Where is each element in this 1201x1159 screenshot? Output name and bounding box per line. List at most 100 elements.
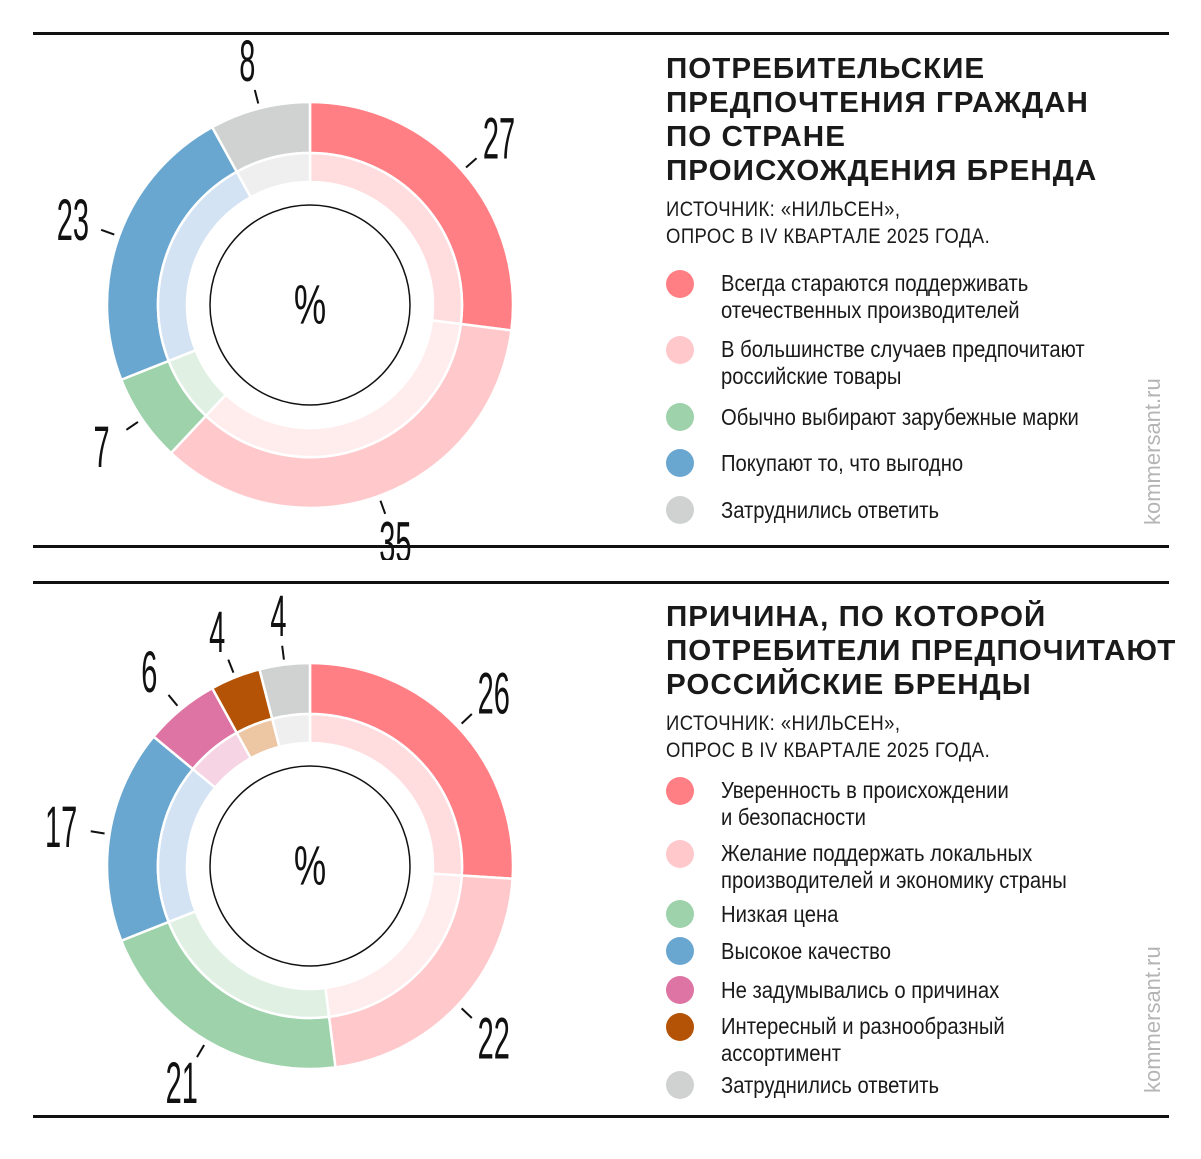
bottom-rule-1 bbox=[33, 545, 1169, 548]
title-line: ПРОИСХОЖДЕНИЯ БРЕНДА bbox=[666, 155, 1098, 187]
legend-swatch bbox=[666, 496, 694, 524]
source-line: ОПРОС В IV КВАРТАЛЕ 2025 ГОДА. bbox=[666, 739, 991, 762]
slice-0: 27 bbox=[308, 100, 515, 332]
legend-label: В большинстве случаев предпочитают россий… bbox=[721, 336, 1161, 390]
legend-label-line: Затруднились ответить bbox=[721, 1072, 940, 1098]
data-label: 7 bbox=[94, 414, 110, 480]
inner-arc bbox=[235, 151, 312, 199]
legend-label-line: российские товары bbox=[721, 363, 902, 389]
data-label: 4 bbox=[209, 599, 225, 665]
title-line: ПОТРЕБИТЕЛЬСКИЕ bbox=[666, 53, 986, 85]
data-label: 4 bbox=[270, 583, 286, 649]
legend-label-line: Желание поддержать локальных bbox=[721, 840, 1033, 866]
legend-label-line: Низкая цена bbox=[721, 901, 839, 927]
legend-label-line: Обычно выбирают зарубежные марки bbox=[721, 404, 1079, 430]
legend-label: Всегда стараются поддерживать отечественн… bbox=[721, 270, 1161, 324]
legend-swatch bbox=[666, 937, 694, 965]
legend-label: Обычно выбирают зарубежные марки bbox=[721, 404, 1161, 431]
chart-panel-reasons: 26 22 21 17 6 4 4% ПРИЧИНА, ПО КОТОРОЙ ПОТРЕБИТЕ… bbox=[0, 561, 1201, 1121]
label-tick bbox=[100, 228, 115, 236]
slice-6: 4 bbox=[257, 583, 312, 749]
legend-label-line: Высокое качество bbox=[721, 938, 891, 964]
slice-0: 26 bbox=[308, 661, 515, 881]
donut-chart: 26 22 21 17 64 4% bbox=[45, 583, 515, 1116]
legend-label-line: Затруднились ответить bbox=[721, 497, 940, 523]
legend-label-line: Не задумывались о причинах bbox=[721, 977, 1000, 1003]
label-tick bbox=[125, 421, 139, 431]
source-line: ИСТОЧНИК: «НИЛЬСЕН», bbox=[666, 198, 901, 221]
data-label: 26 bbox=[478, 661, 510, 727]
data-label: 21 bbox=[166, 1050, 198, 1116]
legend-swatch bbox=[666, 1013, 694, 1041]
source-note: ИСТОЧНИК: «НИЛЬСЕН», ОПРОС В IV КВАРТАЛЕ … bbox=[666, 710, 990, 764]
inner-arc bbox=[270, 712, 312, 749]
slice-1: 35 bbox=[169, 319, 513, 560]
watermark: kommersant.ru bbox=[1140, 378, 1165, 525]
source-note: ИСТОЧНИК: «НИЛЬСЕН», ОПРОС В IV КВАРТАЛЕ … bbox=[666, 196, 990, 250]
data-label: 17 bbox=[45, 794, 77, 860]
title-line: ПРИЧИНА, ПО КОТОРОЙ bbox=[666, 601, 1047, 633]
legend-label: Интересный и разнообразный ассортимент bbox=[721, 1013, 1161, 1067]
legend-swatch bbox=[666, 270, 694, 298]
center-label: % bbox=[294, 835, 326, 898]
legend-label: Желание поддержать локальных производител… bbox=[721, 840, 1161, 894]
slice-2: 21 bbox=[119, 909, 337, 1116]
legend-label: Низкая цена bbox=[721, 901, 1161, 928]
label-tick bbox=[460, 1007, 473, 1019]
center-circle bbox=[209, 204, 411, 406]
label-tick bbox=[281, 645, 285, 660]
label-tick bbox=[460, 713, 473, 725]
legend-label-line: В большинстве случаев предпочитают bbox=[721, 336, 1085, 362]
legend-label: Уверенность в происхождении и безопасност… bbox=[721, 777, 1161, 831]
label-tick bbox=[196, 1044, 205, 1058]
legend-label-line: Покупают то, что выгодно bbox=[721, 450, 964, 476]
chart-title: ПРИЧИНА, ПО КОТОРОЙ ПОТРЕБИТЕЛИ ПРЕДПОЧИТ… bbox=[666, 600, 1176, 702]
label-tick bbox=[90, 830, 105, 835]
data-label: 27 bbox=[483, 105, 515, 171]
legend-label: Не задумывались о причинах bbox=[721, 977, 1161, 1004]
title-line: РОССИЙСКИЕ БРЕНДЫ bbox=[666, 669, 1032, 701]
label-tick bbox=[253, 89, 260, 104]
center-circle bbox=[209, 765, 411, 967]
top-rule-2 bbox=[33, 581, 1169, 584]
legend-label-line: ассортимент bbox=[721, 1040, 841, 1066]
legend-label: Затруднились ответить bbox=[721, 497, 1161, 524]
watermark: kommersant.ru bbox=[1140, 946, 1165, 1093]
slice-5: 4 bbox=[209, 599, 281, 760]
label-tick bbox=[379, 500, 387, 515]
legend-swatch bbox=[666, 403, 694, 431]
legend-label-line: Интересный и разнообразный bbox=[721, 1013, 1005, 1039]
bottom-rule-2 bbox=[33, 1115, 1169, 1118]
title-line: ПРЕДПОЧТЕНИЯ ГРАЖДАН bbox=[666, 87, 1089, 119]
data-label: 23 bbox=[57, 187, 89, 253]
top-rule-1 bbox=[33, 32, 1169, 35]
legend-label-line: отечественных производителей bbox=[721, 297, 1020, 323]
data-label: 35 bbox=[379, 509, 411, 560]
title-line: ПОТРЕБИТЕЛИ ПРЕДПОЧИТАЮТ bbox=[666, 635, 1177, 667]
label-tick bbox=[227, 659, 235, 673]
legend-swatch bbox=[666, 336, 694, 364]
source-line: ИСТОЧНИК: «НИЛЬСЕН», bbox=[666, 712, 901, 735]
legend-swatch bbox=[666, 777, 694, 805]
source-line: ОПРОС В IV КВАРТАЛЕ 2025 ГОДА. bbox=[666, 225, 991, 248]
title-line: ПО СТРАНЕ bbox=[666, 121, 846, 153]
legend-label: Высокое качество bbox=[721, 938, 1161, 965]
center-label: % bbox=[294, 274, 326, 337]
legend-swatch bbox=[666, 449, 694, 477]
donut-chart: 27 35 7 23 8% bbox=[57, 28, 515, 560]
legend-label: Затруднились ответить bbox=[721, 1072, 1161, 1099]
legend-label-line: и безопасности bbox=[721, 804, 866, 830]
legend-swatch bbox=[666, 840, 694, 868]
chart-title: ПОТРЕБИТЕЛЬСКИЕ ПРЕДПОЧТЕНИЯ ГРАЖДАН ПО СТ… bbox=[666, 52, 1097, 188]
label-tick bbox=[465, 157, 478, 169]
slice-4: 6 bbox=[141, 639, 253, 790]
legend-label: Покупают то, что выгодно bbox=[721, 450, 1161, 477]
legend-label-line: Всегда стараются поддерживать bbox=[721, 270, 1029, 296]
slice-4: 8 bbox=[210, 28, 312, 199]
data-label: 22 bbox=[478, 1006, 510, 1072]
chart-panel-brand-origin: 27 35 7 23 8% ПОТРЕБИТЕЛЬСКИЕ ПРЕДПОЧТЕНИЯ ГРА… bbox=[0, 0, 1201, 560]
label-tick bbox=[167, 694, 179, 707]
legend-swatch bbox=[666, 1071, 694, 1099]
legend-swatch bbox=[666, 976, 694, 1004]
legend-label-line: производителей и экономику страны bbox=[721, 867, 1067, 893]
